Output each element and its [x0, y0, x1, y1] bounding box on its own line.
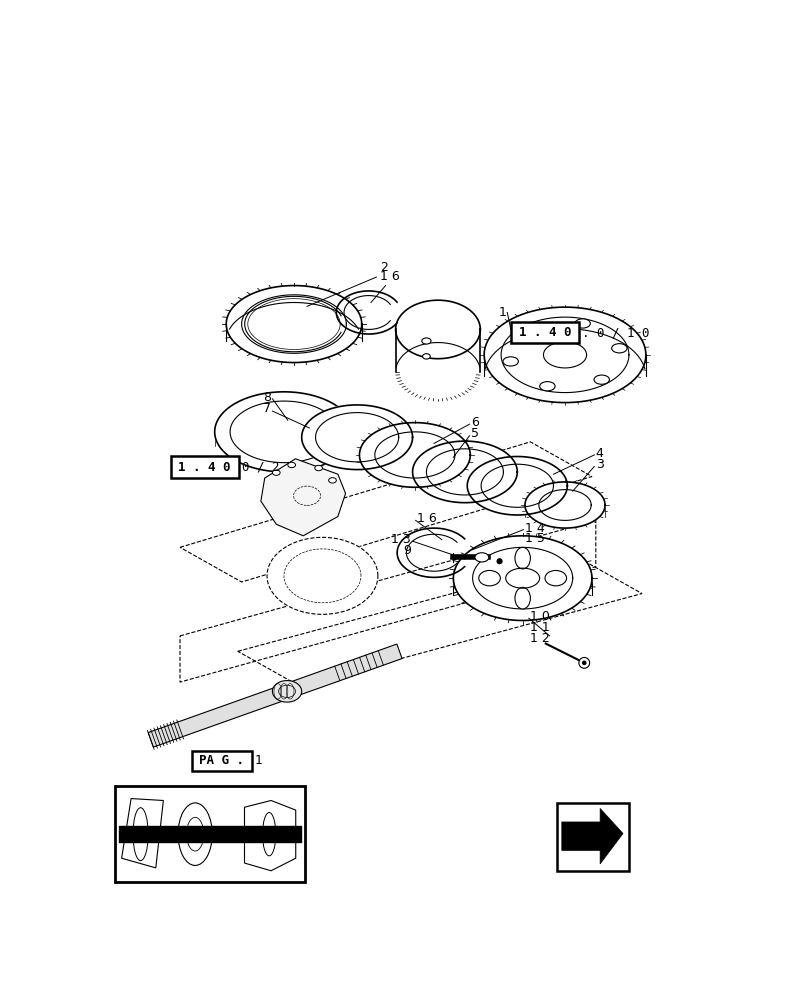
Text: 3: 3 — [595, 458, 604, 471]
Ellipse shape — [422, 338, 431, 344]
Text: 1 . 4 0: 1 . 4 0 — [179, 461, 231, 474]
Polygon shape — [396, 300, 480, 359]
Ellipse shape — [272, 470, 280, 475]
Text: 1 2: 1 2 — [530, 632, 550, 645]
Ellipse shape — [288, 462, 296, 468]
Ellipse shape — [545, 570, 566, 586]
Text: 9: 9 — [403, 544, 411, 557]
Text: 8: 8 — [263, 391, 271, 404]
Text: 2: 2 — [380, 261, 388, 274]
Polygon shape — [413, 441, 517, 503]
Polygon shape — [301, 405, 413, 470]
Polygon shape — [484, 307, 646, 403]
Ellipse shape — [540, 382, 555, 391]
Ellipse shape — [515, 547, 530, 569]
Ellipse shape — [272, 681, 301, 702]
Text: 5: 5 — [471, 427, 479, 440]
Polygon shape — [226, 286, 362, 363]
Ellipse shape — [515, 587, 530, 609]
Bar — [116, 786, 305, 882]
Text: 1 3: 1 3 — [391, 533, 411, 546]
Polygon shape — [360, 423, 470, 487]
Circle shape — [496, 558, 503, 564]
Polygon shape — [544, 342, 587, 368]
Circle shape — [582, 661, 587, 665]
Ellipse shape — [315, 465, 322, 471]
Ellipse shape — [329, 478, 336, 483]
Text: . 0 / 1 0: . 0 / 1 0 — [582, 326, 650, 339]
Text: 0 / 2: 0 / 2 — [242, 461, 279, 474]
Polygon shape — [267, 537, 378, 614]
Polygon shape — [562, 808, 623, 864]
Ellipse shape — [575, 319, 591, 328]
Text: 1 1: 1 1 — [530, 621, 550, 634]
Bar — [191, 751, 251, 771]
Text: 1 6: 1 6 — [417, 512, 437, 525]
Text: 7: 7 — [263, 402, 271, 415]
Ellipse shape — [594, 375, 609, 384]
Ellipse shape — [612, 344, 627, 353]
Text: 1 . 4 0: 1 . 4 0 — [519, 326, 571, 339]
Ellipse shape — [479, 570, 500, 586]
Polygon shape — [215, 392, 353, 472]
Bar — [558, 803, 629, 871]
Circle shape — [579, 657, 590, 668]
Polygon shape — [525, 482, 605, 528]
Text: 1 4: 1 4 — [525, 522, 545, 535]
Polygon shape — [261, 459, 346, 536]
Text: 1 5: 1 5 — [525, 532, 545, 545]
Text: 1 6: 1 6 — [380, 270, 399, 283]
Polygon shape — [453, 536, 592, 620]
Text: 1: 1 — [499, 306, 507, 319]
Polygon shape — [506, 568, 540, 588]
Text: 1: 1 — [255, 754, 263, 767]
Polygon shape — [148, 644, 402, 747]
Ellipse shape — [520, 325, 536, 335]
Ellipse shape — [475, 553, 489, 562]
Ellipse shape — [503, 357, 519, 366]
Ellipse shape — [423, 354, 431, 359]
Text: 6: 6 — [471, 416, 479, 429]
Text: 1 0: 1 0 — [530, 610, 550, 623]
Bar — [511, 322, 579, 343]
Text: 4: 4 — [595, 447, 604, 460]
Polygon shape — [467, 456, 567, 515]
Bar — [170, 456, 238, 478]
Text: PA G .: PA G . — [199, 754, 244, 767]
